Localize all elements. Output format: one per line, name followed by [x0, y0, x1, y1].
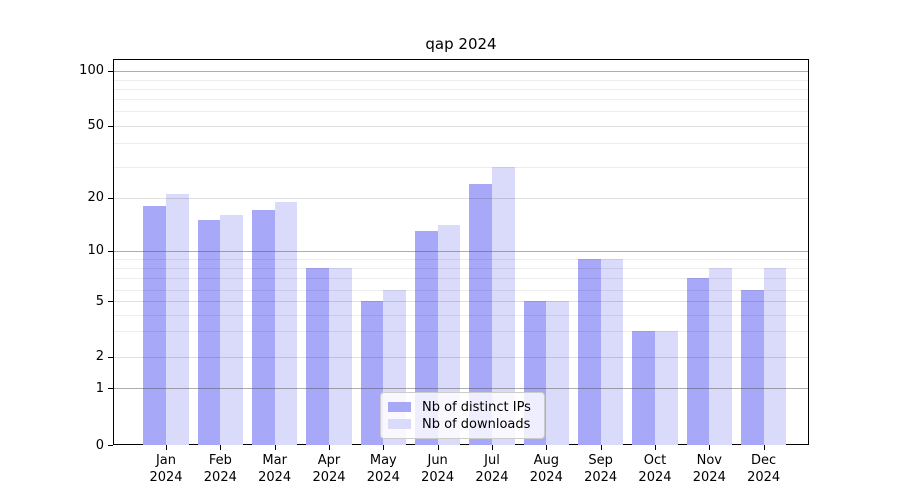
x-tick-label-sep: Sep 2024 — [584, 453, 618, 485]
x-tick-label-oct: Oct 2024 — [638, 453, 672, 485]
y-tick-label-2: 2 — [95, 349, 104, 364]
bar-downloads-feb — [220, 214, 244, 445]
y-tick-mark-0 — [108, 445, 113, 446]
y-tick-mark-10 — [108, 250, 113, 252]
legend-label-ips: Nb of distinct IPs — [422, 399, 531, 415]
bar-downloads-jul — [491, 166, 515, 445]
bar-downloads-apr — [328, 268, 352, 445]
x-tick-label-jan: Jan 2024 — [149, 453, 183, 485]
bar-ips-dec — [740, 289, 764, 445]
x-tick-mark-apr — [328, 445, 330, 450]
y-tick-label-1: 1 — [95, 380, 104, 396]
y-tick-mark-5 — [108, 301, 113, 303]
x-tick-mark-dec — [763, 445, 765, 450]
x-tick-mark-jan — [166, 445, 167, 450]
legend-item-distinct-ips: Nb of distinct IPs — [388, 399, 537, 415]
bar-ips-apr — [306, 268, 329, 445]
x-tick-label-aug: Aug 2024 — [529, 453, 563, 485]
x-tick-mark-nov — [709, 445, 711, 450]
y-tick-mark-2 — [108, 356, 113, 358]
bar-ips-mar — [251, 210, 275, 445]
x-tick-mark-jun — [437, 445, 439, 450]
bar-downloads-sep — [600, 259, 624, 445]
x-tick-label-mar: Mar 2024 — [258, 453, 292, 485]
x-tick-label-nov: Nov 2024 — [692, 453, 726, 485]
bar-ips-nov — [686, 277, 710, 445]
x-tick-mark-aug — [546, 445, 548, 450]
x-tick-mark-sep — [600, 445, 602, 450]
bar-downloads-nov — [709, 268, 732, 445]
y-tick-mark-100 — [108, 70, 113, 72]
bar-ips-feb — [197, 219, 221, 445]
y-tick-label-50: 50 — [87, 118, 104, 134]
y-tick-mark-50 — [108, 125, 113, 127]
y-tick-label-10: 10 — [87, 243, 104, 259]
x-tick-label-apr: Apr 2024 — [312, 453, 346, 485]
bar-ips-oct — [632, 330, 655, 445]
x-tick-mark-jul — [491, 445, 493, 450]
legend: Nb of distinct IPs Nb of downloads — [380, 392, 545, 439]
legend-swatch-ips — [388, 402, 411, 412]
bar-downloads-oct — [654, 330, 678, 445]
bar-downloads-mar — [274, 201, 298, 445]
x-tick-mark-mar — [274, 445, 276, 450]
bar-ips-jul — [469, 183, 492, 445]
x-tick-mark-oct — [654, 445, 656, 450]
y-tick-label-100: 100 — [79, 63, 104, 79]
bar-downloads-jun — [437, 224, 461, 445]
bar-ips-jan — [143, 205, 166, 445]
y-tick-label-20: 20 — [87, 190, 104, 206]
x-tick-label-feb: Feb 2024 — [203, 453, 237, 485]
x-tick-label-jul: Jul 2024 — [475, 453, 509, 485]
bar-ips-may — [360, 301, 384, 445]
x-tick-label-jun: Jun 2024 — [421, 453, 455, 485]
y-tick-label-5: 5 — [95, 293, 104, 309]
bar-downloads-jan — [166, 193, 189, 445]
bar-ips-jun — [414, 230, 438, 445]
y-tick-mark-20 — [108, 197, 113, 199]
chart-title: qap 2024 — [425, 35, 497, 53]
bar-downloads-aug — [546, 301, 569, 445]
bar-ips-sep — [577, 259, 601, 445]
bar-downloads-dec — [763, 268, 787, 445]
legend-label-downloads: Nb of downloads — [422, 416, 531, 432]
x-tick-mark-may — [383, 445, 385, 450]
y-tick-mark-1 — [108, 388, 113, 389]
legend-swatch-downloads — [388, 419, 411, 429]
x-tick-mark-feb — [220, 445, 222, 450]
y-tick-label-0: 0 — [95, 437, 104, 453]
x-tick-label-dec: Dec 2024 — [747, 453, 781, 485]
legend-item-downloads: Nb of downloads — [388, 416, 537, 432]
x-tick-label-may: May 2024 — [366, 453, 400, 485]
